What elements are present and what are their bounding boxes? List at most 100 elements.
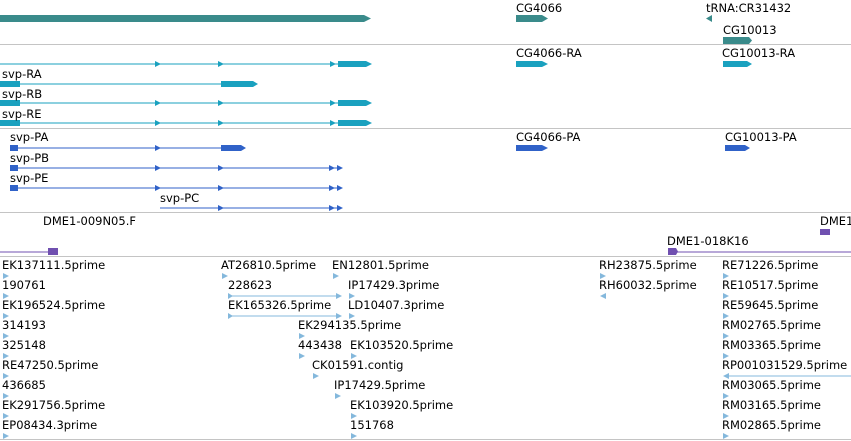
clone-label-dme1-018k16[interactable]: DME1-018K16 — [667, 234, 749, 248]
est-glyph[interactable] — [723, 373, 729, 379]
est-label[interactable]: EK291756.5prime — [2, 398, 106, 412]
protein-cg4066-pa-glyph[interactable] — [516, 145, 542, 151]
gene-cg4066-glyph[interactable] — [516, 15, 542, 22]
gene-label-cg10013[interactable]: CG10013 — [723, 23, 777, 37]
est-glyph[interactable] — [723, 313, 729, 319]
exon-glyph[interactable] — [0, 120, 20, 126]
est-glyph[interactable] — [336, 293, 342, 299]
protein-exon-glyph[interactable] — [10, 165, 18, 171]
protein-label-cg10013-pa[interactable]: CG10013-PA — [725, 130, 797, 144]
exon-glyph[interactable] — [221, 81, 253, 87]
protein-label-svp-pc[interactable]: svp-PC — [160, 191, 200, 205]
est-label[interactable]: 151768 — [350, 418, 394, 432]
est-glyph[interactable] — [3, 373, 9, 379]
clone-end-glyph[interactable] — [668, 248, 678, 255]
est-label[interactable]: LD10407.3prime — [348, 298, 445, 312]
est-label[interactable]: EK165326.5prime — [228, 298, 332, 312]
est-glyph[interactable] — [723, 433, 729, 439]
protein-exon-glyph[interactable] — [10, 145, 18, 151]
est-glyph[interactable] — [349, 293, 355, 299]
transcript-label-cg4066-ra[interactable]: CG4066-RA — [516, 46, 582, 60]
est-label[interactable]: RE10517.5prime — [722, 278, 819, 292]
est-label[interactable]: RM02865.5prime — [722, 418, 821, 432]
est-label[interactable]: IP17429.3prime — [348, 278, 440, 292]
est-label[interactable]: 436685 — [2, 378, 46, 392]
est-label[interactable]: IP17429.5prime — [334, 378, 426, 392]
est-glyph[interactable] — [299, 353, 305, 359]
est-label[interactable]: EK137111.5prime — [2, 258, 106, 272]
est-label[interactable]: RM03165.5prime — [722, 398, 821, 412]
est-glyph[interactable] — [723, 393, 729, 399]
clone-end-glyph[interactable] — [820, 229, 830, 235]
clone-label-dme1-009n05[interactable]: DME1-009N05.F — [43, 214, 136, 228]
est-glyph[interactable] — [600, 273, 606, 279]
clone-end-glyph[interactable] — [48, 248, 58, 255]
protein-cg10013-pa-glyph[interactable] — [725, 145, 745, 151]
est-label[interactable]: 190761 — [2, 278, 46, 292]
est-glyph[interactable] — [3, 393, 9, 399]
est-glyph[interactable] — [3, 273, 9, 279]
est-glyph[interactable] — [222, 273, 228, 279]
est-label[interactable]: EP08434.3prime — [2, 418, 98, 432]
est-glyph[interactable] — [723, 353, 729, 359]
clone-label-dme1[interactable]: DME1 — [820, 214, 851, 228]
est-glyph[interactable] — [336, 313, 342, 319]
est-label[interactable]: RH23875.5prime — [599, 258, 697, 272]
transcript-label-cg10013-ra[interactable]: CG10013-RA — [722, 46, 796, 60]
transcript-cg10013-ra-glyph[interactable] — [723, 61, 747, 67]
est-label[interactable]: EK103920.5prime — [350, 398, 454, 412]
est-glyph[interactable] — [228, 293, 233, 299]
est-label[interactable]: 228623 — [228, 278, 272, 292]
transcript-label-svp-re[interactable]: svp-RE — [2, 107, 42, 121]
protein-label-svp-pb[interactable]: svp-PB — [10, 151, 50, 165]
exon-glyph[interactable] — [338, 61, 366, 67]
est-label[interactable]: EN12801.5prime — [332, 258, 429, 272]
protein-exon-glyph[interactable] — [10, 185, 18, 191]
est-glyph[interactable] — [3, 293, 9, 299]
est-glyph[interactable] — [3, 353, 9, 359]
gene-label-trna[interactable]: tRNA:CR31432 — [706, 1, 792, 15]
est-label[interactable]: RM03365.5prime — [722, 338, 821, 352]
est-label[interactable]: 314193 — [2, 318, 46, 332]
est-glyph[interactable] — [299, 333, 305, 339]
est-glyph[interactable] — [723, 413, 729, 419]
est-label[interactable]: RE71226.5prime — [722, 258, 819, 272]
gene-label-cg4066[interactable]: CG4066 — [516, 1, 563, 15]
est-glyph[interactable] — [349, 313, 355, 319]
protein-label-svp-pa[interactable]: svp-PA — [10, 130, 49, 144]
protein-label-cg4066-pa[interactable]: CG4066-PA — [516, 130, 581, 144]
est-glyph[interactable] — [3, 433, 9, 439]
protein-label-svp-pe[interactable]: svp-PE — [10, 171, 49, 185]
est-glyph[interactable] — [351, 433, 357, 439]
est-label[interactable]: RM03065.5prime — [722, 378, 821, 392]
est-glyph[interactable] — [351, 353, 357, 359]
est-glyph[interactable] — [335, 393, 341, 399]
est-label[interactable]: AT26810.5prime — [221, 258, 317, 272]
exon-glyph[interactable] — [0, 81, 20, 87]
est-label[interactable]: EK294135.5prime — [298, 318, 402, 332]
transcript-label-svp-ra[interactable]: svp-RA — [2, 67, 42, 81]
est-glyph[interactable] — [3, 313, 9, 319]
transcript-cg4066-ra-glyph[interactable] — [516, 61, 542, 67]
est-label[interactable]: RH60032.5prime — [599, 278, 697, 292]
protein-exon-glyph[interactable] — [221, 145, 241, 151]
trna-glyph[interactable] — [706, 15, 712, 22]
est-glyph[interactable] — [723, 293, 729, 299]
est-label[interactable]: RE47250.5prime — [2, 358, 99, 372]
est-label[interactable]: 443438 — [298, 338, 342, 352]
exon-glyph[interactable] — [338, 120, 366, 126]
est-glyph[interactable] — [351, 413, 357, 419]
est-label[interactable]: RE59645.5prime — [722, 298, 819, 312]
est-label[interactable]: RP001031529.5prime — [722, 358, 848, 372]
exon-glyph[interactable] — [338, 100, 366, 106]
est-label[interactable]: CK01591.contig — [312, 358, 404, 372]
gene-cg10013-glyph[interactable] — [723, 37, 749, 44]
est-glyph[interactable] — [600, 293, 606, 299]
transcript-label-svp-rb[interactable]: svp-RB — [2, 87, 43, 101]
est-glyph[interactable] — [723, 273, 729, 279]
est-glyph[interactable] — [313, 373, 319, 379]
est-label[interactable]: EK103520.5prime — [350, 338, 454, 352]
est-glyph[interactable] — [723, 333, 729, 339]
exon-glyph[interactable] — [0, 100, 20, 106]
est-label[interactable]: RM02765.5prime — [722, 318, 821, 332]
